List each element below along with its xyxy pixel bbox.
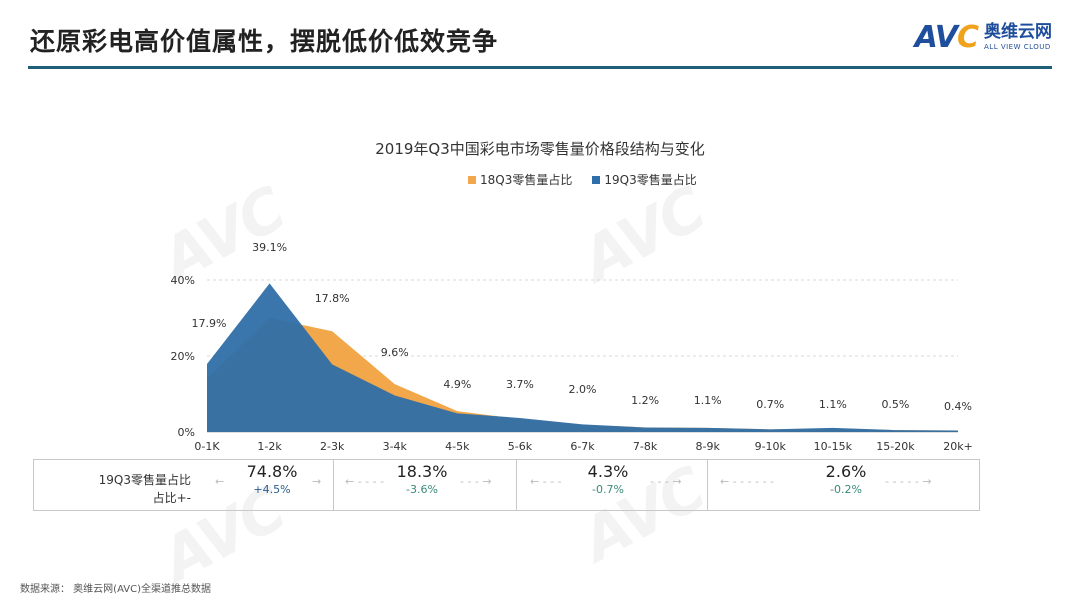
x-tick-label: 0-1K (194, 440, 220, 453)
x-tick-label: 8-9k (695, 440, 720, 453)
area-chart: 0% 20% 40% 0-1K 1-2k 2-3k 3-4k 4-5k 5-6k 6-7k 7-8k… (171, 241, 973, 453)
x-tick-label: 2-3k (320, 440, 345, 453)
summary-group-1: 74.8% +4.5% (236, 462, 308, 496)
y-tick-label: 20% (171, 350, 195, 363)
x-tick-label: 5-6k (508, 440, 533, 453)
legend-item-19q3: 19Q3零售量占比 (592, 171, 697, 188)
x-tick-label: 10-15k (814, 440, 853, 453)
data-label: 0.4% (944, 400, 972, 413)
data-label: 1.2% (631, 394, 659, 407)
table-divider (516, 459, 517, 511)
brand-name-en: ALL VIEW CLOUD (984, 43, 1051, 51)
x-tick-label: 7-8k (633, 440, 658, 453)
table-divider (333, 459, 334, 511)
data-label: 1.1% (694, 394, 722, 407)
data-label: 9.6% (381, 346, 409, 359)
data-label: 39.1% (252, 241, 287, 254)
x-tick-label: 6-7k (570, 440, 595, 453)
summary-group-3: 4.3% -0.7% (572, 462, 644, 496)
group-share: 18.3% (396, 462, 448, 481)
x-tick-label: 15-20k (876, 440, 915, 453)
brand-name-cn: 奥维云网 (984, 22, 1052, 42)
range-arrow: ← - - - - - - (720, 475, 775, 488)
legend-item-18q3: 18Q3零售量占比 (468, 171, 572, 188)
row-label-change: 占比+- (152, 491, 191, 505)
group-share: 74.8% (246, 462, 298, 481)
legend-swatch-18q3 (468, 175, 476, 184)
range-arrow: ← - - - - (345, 475, 385, 488)
range-arrow: - - - - - → (885, 475, 932, 488)
avc-logo: AVC (914, 20, 979, 55)
legend-label-18q3: 18Q3零售量占比 (480, 173, 573, 187)
x-tick-label: 4-5k (445, 440, 470, 453)
series-area-19q3 (207, 283, 958, 432)
range-arrow: ← (215, 475, 225, 488)
range-arrow: - - - → (460, 475, 492, 488)
group-change: -0.7% (592, 483, 624, 496)
data-label: 17.9% (192, 317, 227, 330)
summary-group-2: 18.3% -3.6% (386, 462, 458, 496)
legend-label-19q3: 19Q3零售量占比 (604, 173, 697, 187)
y-tick-label: 0% (178, 426, 195, 439)
range-arrow: → (312, 475, 322, 488)
chart-legend: 18Q3零售量占比 19Q3零售量占比 (468, 171, 697, 188)
group-change: +4.5% (253, 483, 291, 496)
range-arrow: ← - - - (530, 475, 562, 488)
group-change: -3.6% (406, 483, 438, 496)
data-label: 0.5% (881, 398, 909, 411)
data-label: 2.0% (569, 383, 597, 396)
page-title: 还原彩电高价值属性，摆脱低价低效竞争 (30, 27, 499, 56)
data-label: 17.8% (315, 292, 350, 305)
x-tick-label: 3-4k (383, 440, 408, 453)
data-label: 4.9% (443, 378, 471, 391)
x-tick-label: 20k+ (943, 440, 973, 453)
summary-row-labels: 19Q3零售量占比 占比+- (33, 459, 203, 511)
y-tick-label: 40% (171, 274, 195, 287)
summary-table (33, 459, 980, 511)
summary-group-4: 2.6% -0.2% (810, 462, 882, 496)
group-share: 2.6% (825, 462, 867, 481)
group-change: -0.2% (830, 483, 862, 496)
data-label: 0.7% (756, 398, 784, 411)
row-label-share: 19Q3零售量占比 (98, 473, 191, 487)
legend-swatch-19q3 (592, 175, 601, 184)
data-label: 3.7% (506, 378, 534, 391)
data-source: 数据来源： 奥维云网(AVC)全渠道推总数据 (20, 584, 212, 595)
table-divider (707, 459, 708, 511)
x-tick-label: 1-2k (257, 440, 282, 453)
header-rule (28, 66, 1052, 69)
brand-logo: AVC 奥维云网 ALL VIEW CLOUD (915, 20, 1052, 55)
chart-title: 2019年Q3中国彩电市场零售量价格段结构与变化 (375, 140, 705, 158)
group-share: 4.3% (587, 462, 629, 481)
data-label: 1.1% (819, 398, 847, 411)
range-arrow: - - - → (650, 475, 682, 488)
x-tick-label: 9-10k (755, 440, 787, 453)
